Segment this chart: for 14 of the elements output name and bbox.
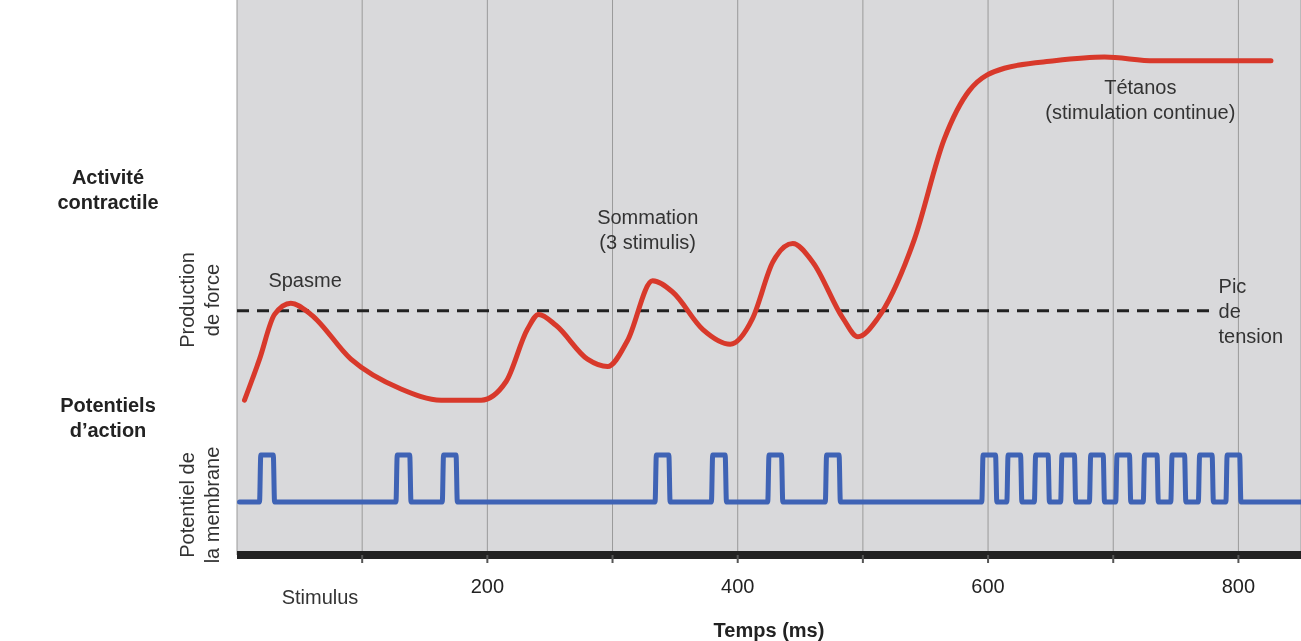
text: Activité contractile [57, 165, 159, 215]
annotation: Spasme [268, 268, 342, 293]
y-axis-title: Production de force [175, 252, 224, 348]
x-axis-title: Temps (ms) [713, 619, 825, 641]
ref-line-label: Pic de tension [1218, 273, 1284, 349]
x-tick-label: 400 [721, 575, 755, 598]
x-tick-label: 200 [470, 575, 505, 598]
x-tick-label: 800 [1221, 575, 1256, 598]
text: Stimulus [281, 585, 359, 610]
x-tick-label: 600 [971, 575, 1005, 598]
annotation: Sommation (3 stimulis) [597, 205, 699, 255]
annotation: Tétanos (stimulation continue) [1045, 75, 1236, 125]
chart-title: Potentiels d’action [60, 393, 156, 443]
y-axis-title: Potentiel de la membrane [175, 446, 224, 564]
